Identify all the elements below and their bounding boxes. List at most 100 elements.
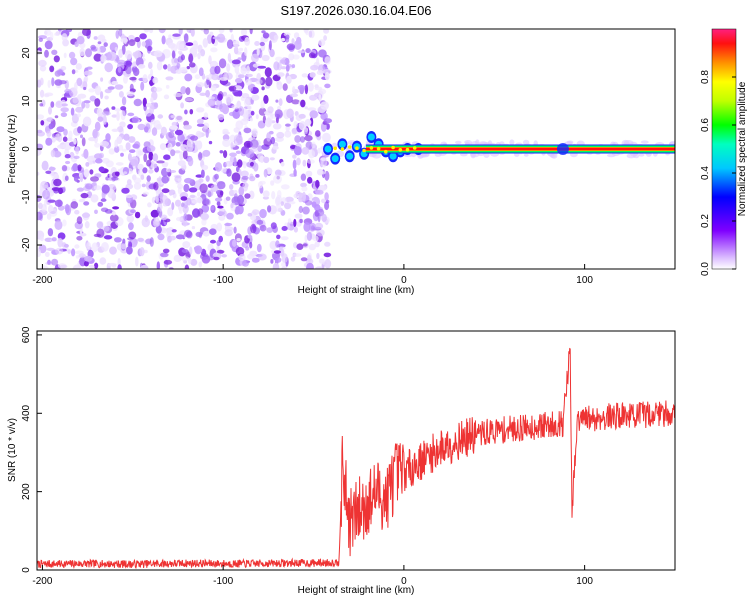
noise-blob: [300, 182, 307, 188]
signal-band-peak: [365, 148, 675, 150]
signal-core-blob: [338, 140, 346, 148]
noise-blob: [179, 209, 183, 214]
noise-blob: [183, 124, 192, 130]
noise-blob: [211, 35, 216, 44]
noise-blob: [297, 84, 306, 91]
noise-blob: [216, 33, 226, 43]
noise-blob: [316, 70, 324, 76]
noise-blob: [287, 218, 292, 224]
noise-blob: [322, 69, 332, 75]
noise-blob: [262, 190, 270, 198]
noise-blob: [321, 198, 326, 204]
noise-blob: [310, 64, 319, 71]
noise-blob: [73, 175, 79, 182]
noise-blob: [278, 98, 283, 106]
noise-blob: [155, 124, 162, 130]
noise-blob: [86, 242, 91, 250]
noise-blob: [269, 240, 278, 250]
noise-blob: [322, 132, 331, 143]
noise-blob: [94, 209, 98, 214]
signal-halo: [607, 153, 616, 158]
noise-blob: [233, 190, 238, 195]
noise-blob: [217, 211, 225, 216]
noise-blob: [77, 164, 82, 172]
noise-blob: [125, 142, 131, 151]
noise-blob: [291, 99, 300, 105]
noise-blob: [263, 168, 268, 178]
noise-blob: [231, 59, 241, 65]
noise-blob: [118, 48, 123, 58]
signal-core-blob: [389, 152, 397, 160]
signal-core-blob: [346, 152, 354, 160]
noise-blob: [237, 57, 242, 61]
noise-blob: [298, 205, 303, 214]
noise-blob: [189, 62, 196, 68]
noise-blob: [205, 128, 209, 138]
noise-blob: [284, 196, 294, 203]
noise-blob: [180, 102, 185, 109]
signal-bump: [556, 143, 569, 155]
noise-blob: [118, 144, 124, 151]
noise-blob: [141, 217, 150, 228]
noise-blob: [172, 33, 181, 37]
noise-blob: [235, 150, 241, 154]
noise-blob: [226, 63, 231, 73]
noise-blob: [101, 184, 110, 194]
noise-blob: [282, 83, 288, 91]
noise-blob: [320, 112, 328, 121]
signal-halo: [623, 140, 634, 146]
signal-peak-dot: [398, 148, 403, 152]
noise-blob: [269, 49, 275, 58]
noise-blob: [48, 123, 54, 130]
noise-blob: [270, 222, 277, 230]
noise-blob: [92, 128, 98, 139]
noise-blob: [168, 190, 173, 196]
noise-blob: [179, 43, 185, 50]
noise-blob: [148, 151, 154, 161]
noise-blob: [277, 72, 285, 77]
noise-blob: [186, 66, 190, 70]
noise-blob: [93, 185, 102, 191]
colorbar-tick-label: 0.6: [700, 118, 711, 132]
noise-blob: [133, 98, 142, 107]
noise-blob: [324, 259, 332, 269]
noise-blob: [141, 183, 146, 188]
noise-blob: [297, 50, 306, 54]
noise-blob: [250, 215, 257, 221]
noise-blob: [50, 211, 56, 214]
y-tick-label: 400: [21, 404, 32, 421]
noise-blob: [150, 68, 154, 76]
noise-blob: [51, 237, 57, 242]
noise-blob: [121, 148, 127, 152]
signal-peak-dot: [405, 147, 410, 152]
noise-blob: [128, 231, 137, 240]
noise-blob: [314, 222, 324, 230]
noise-blob: [256, 243, 262, 253]
noise-blob: [39, 185, 43, 191]
noise-blob: [70, 107, 75, 116]
snr-y-ticks: 0 200 400 600: [21, 326, 42, 573]
noise-blob: [63, 128, 68, 136]
noise-blob: [45, 137, 53, 146]
noise-blob: [83, 201, 90, 206]
colorbar-tick-label: 0.2: [700, 214, 711, 228]
noise-blob: [91, 242, 99, 253]
noise-blob: [100, 207, 109, 213]
noise-blob: [314, 266, 324, 269]
noise-blob: [296, 36, 302, 45]
noise-blob: [142, 191, 149, 196]
noise-blob: [100, 140, 110, 148]
noise-blob: [264, 67, 272, 78]
noise-blob: [235, 246, 245, 256]
noise-blob: [108, 173, 113, 177]
noise-blob: [161, 175, 169, 184]
noise-blob: [226, 96, 232, 106]
noise-blob: [146, 159, 152, 167]
noise-blob: [137, 237, 145, 242]
noise-blob: [318, 94, 322, 102]
noise-blob: [196, 82, 205, 88]
noise-blob: [316, 229, 325, 237]
noise-blob: [274, 109, 283, 119]
noise-blob: [286, 75, 292, 84]
noise-blob: [140, 174, 145, 180]
